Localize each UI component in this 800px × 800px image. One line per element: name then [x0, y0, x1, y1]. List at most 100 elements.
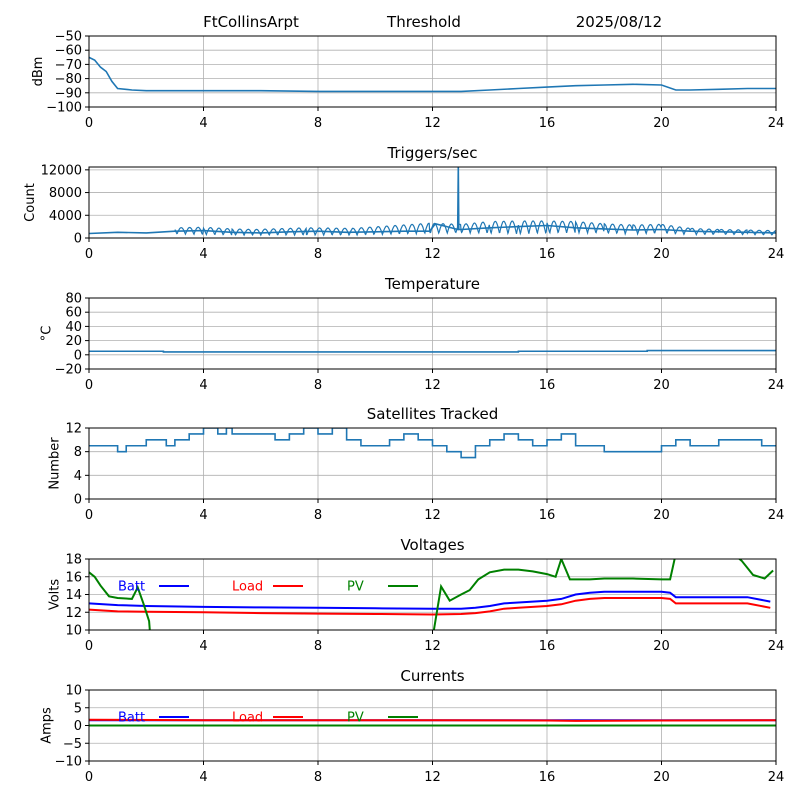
x-tick-label: 12	[424, 508, 441, 523]
panel-title: Triggers/sec	[387, 144, 478, 162]
y-tick-label: 12	[65, 422, 82, 437]
x-tick-label: 4	[199, 508, 207, 523]
x-tick-label: 24	[768, 247, 785, 262]
y-tick-label: −20	[55, 363, 82, 378]
series-load-line	[89, 597, 771, 616]
series-group	[89, 559, 774, 630]
series-group	[89, 349, 776, 353]
legend-label-load: Load	[232, 580, 263, 595]
x-tick-label: 8	[314, 770, 322, 785]
y-axis-label: °C	[39, 326, 54, 342]
y-tick-label: −5	[63, 737, 82, 752]
x-tick-label: 24	[768, 639, 785, 654]
y-axis-label: Amps	[39, 707, 54, 744]
panel-title: Satellites Tracked	[367, 405, 498, 423]
x-tick-label: 4	[199, 378, 207, 393]
x-tick-label: 12	[424, 247, 441, 262]
x-tick-label: 8	[314, 378, 322, 393]
y-tick-label: 40	[65, 320, 82, 335]
y-tick-label: 18	[65, 553, 82, 568]
legend-label-batt: Batt	[118, 580, 145, 595]
y-tick-label: 0	[74, 348, 82, 363]
x-tick-label: 16	[539, 378, 556, 393]
chart-threshold: 0 4 8 12 16 20 24 −100−90−80−70−60−50 dBm	[31, 30, 784, 132]
y-tick-label: 16	[65, 570, 82, 585]
x-tick-label: 24	[768, 508, 785, 523]
y-tick-label: 0	[74, 719, 82, 734]
header-date: 2025/08/12	[576, 13, 662, 31]
y-tick-label: 12	[65, 606, 82, 621]
x-tick-label: 16	[539, 247, 556, 262]
series-batt-line	[89, 590, 771, 610]
panel-title: Voltages	[400, 536, 464, 554]
x-tick-label: 24	[768, 378, 785, 393]
x-tick-label: 8	[314, 639, 322, 654]
series-group	[89, 718, 776, 727]
y-tick-label: 60	[65, 306, 82, 321]
x-tick-label: 24	[768, 116, 785, 131]
x-tick-label: 24	[768, 770, 785, 785]
series-satellites-0-line	[89, 428, 776, 459]
x-tick-label: 20	[653, 770, 670, 785]
y-tick-label: 0	[74, 493, 82, 508]
series-load-line	[89, 718, 776, 722]
y-tick-label: 8	[74, 445, 82, 460]
x-tick-label: 4	[199, 770, 207, 785]
x-tick-label: 20	[653, 378, 670, 393]
y-tick-label: −80	[55, 72, 82, 87]
y-tick-label: −70	[55, 58, 82, 73]
x-tick-label: 12	[424, 116, 441, 131]
y-tick-label: 20	[65, 334, 82, 349]
x-tick-label: 0	[85, 247, 93, 262]
panel-title: Temperature	[384, 275, 480, 293]
series-group	[89, 56, 776, 93]
x-tick-label: 16	[539, 770, 556, 785]
x-tick-label: 4	[199, 116, 207, 131]
y-tick-label: −50	[55, 30, 82, 45]
x-tick-label: 12	[424, 639, 441, 654]
x-tick-label: 8	[314, 508, 322, 523]
x-tick-label: 4	[199, 639, 207, 654]
header-mode: Threshold	[386, 13, 461, 31]
x-tick-label: 12	[424, 770, 441, 785]
x-tick-label: 8	[314, 247, 322, 262]
chart-currents: 0 4 8 12 16 20 24 −10 −5 0 5 10 Amps Currents Batt Load…	[39, 667, 784, 785]
y-tick-label: 14	[65, 588, 82, 603]
x-tick-label: 16	[539, 116, 556, 131]
y-tick-label: 5	[74, 701, 82, 716]
y-tick-label: 4	[74, 469, 82, 484]
y-tick-label: 0	[74, 232, 82, 247]
x-tick-label: 20	[653, 639, 670, 654]
y-tick-label: 4000	[49, 209, 82, 224]
y-axis-label: dBm	[31, 57, 46, 87]
y-tick-label: 12000	[41, 163, 82, 178]
legend-label-batt: Batt	[118, 711, 145, 726]
x-tick-label: 0	[85, 378, 93, 393]
y-tick-label: 10	[65, 624, 82, 639]
x-tick-label: 0	[85, 116, 93, 131]
series-threshold-0-line	[89, 56, 776, 93]
legend-label-load: Load	[232, 711, 263, 726]
x-tick-label: 20	[653, 508, 670, 523]
x-tick-label: 20	[653, 247, 670, 262]
y-tick-label: 10	[65, 684, 82, 699]
x-tick-label: 8	[314, 116, 322, 131]
y-tick-label: 8000	[49, 186, 82, 201]
header-station: FtCollinsArpt	[203, 13, 299, 31]
y-tick-label: −100	[46, 101, 82, 116]
x-tick-label: 16	[539, 508, 556, 523]
y-tick-label: 80	[65, 292, 82, 307]
legend-label-pv: PV	[347, 711, 364, 726]
x-tick-label: 12	[424, 378, 441, 393]
x-tick-label: 20	[653, 116, 670, 131]
x-tick-label: 16	[539, 639, 556, 654]
panel-title: Currents	[400, 667, 464, 685]
y-tick-label: −10	[55, 755, 82, 770]
x-tick-label: 0	[85, 770, 93, 785]
series-pv-line	[89, 559, 774, 630]
series-triggers-1-noise	[174, 220, 776, 237]
